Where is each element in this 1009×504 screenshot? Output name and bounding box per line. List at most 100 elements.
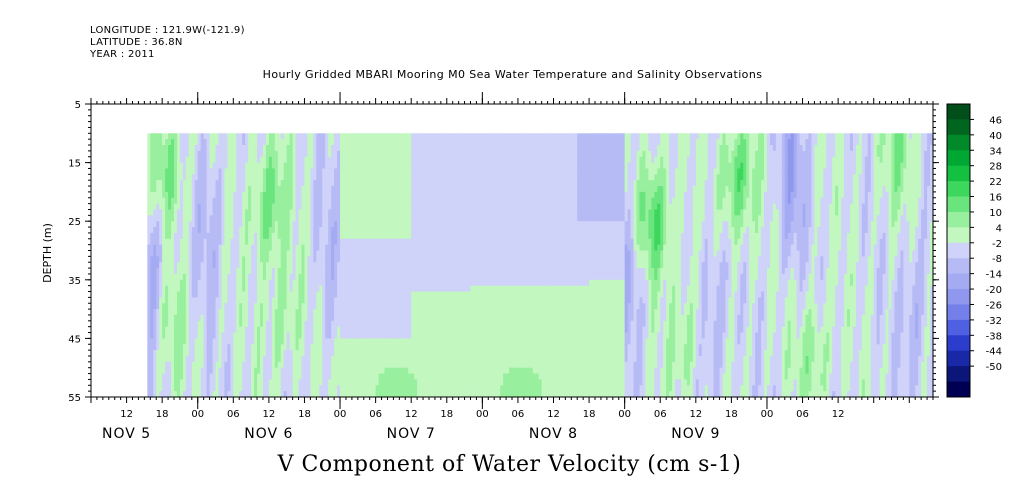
heatmap-cell [334,268,338,275]
heatmap-cell [212,150,217,158]
heatmap-cell [165,355,169,363]
heatmap-cell [179,279,184,287]
heatmap-cell [440,186,445,193]
heatmap-cell [182,244,187,252]
heatmap-cell [304,355,309,363]
heatmap-cell [351,232,356,240]
heatmap-cell [414,209,418,216]
heatmap-cell [159,344,163,351]
heatmap-cell [313,326,317,334]
heatmap-cell [301,186,306,193]
heatmap-cell [328,168,332,175]
heatmap-cell [277,391,282,398]
heatmap-cell [322,168,326,175]
heatmap-cell [434,279,439,287]
heatmap-cell [337,344,341,351]
heatmap-cell [274,186,279,193]
heatmap-cell [464,162,469,170]
heatmap-cell [399,355,403,363]
heatmap-cell [325,361,329,369]
heatmap-cell [473,156,478,164]
heatmap-cell [301,332,306,339]
heatmap-cell [343,156,347,164]
heatmap-cell [227,379,231,386]
heatmap-cell [259,221,264,228]
heatmap-cell [194,232,199,240]
heatmap-cell [221,361,226,369]
heatmap-cell [313,174,317,181]
heatmap-cell [446,262,451,269]
heatmap-cell [254,279,258,287]
heatmap-cell [443,262,448,269]
heatmap-cell [277,379,282,386]
heatmap-cell [221,379,226,386]
heatmap-cell [399,238,403,246]
heatmap-cell [357,145,362,152]
heatmap-cell [280,291,285,298]
heatmap-cell [458,244,463,252]
heatmap-cell [357,209,362,216]
heatmap-cell [268,238,273,246]
heatmap-cell [171,227,175,234]
heatmap-cell [384,314,389,322]
heatmap-cell [197,203,202,211]
heatmap-cell [322,361,326,369]
heatmap-cell [357,361,362,369]
heatmap-cell [384,238,389,246]
heatmap-cell [206,355,211,363]
heatmap-cell [257,145,261,152]
heatmap-cell [461,273,466,281]
heatmap-cell [168,174,172,181]
heatmap-cell [153,250,157,257]
heatmap-cell [165,285,169,293]
heatmap-cell [147,139,151,146]
heatmap-cell [360,262,365,269]
heatmap-cell [417,285,421,293]
heatmap-cell [437,133,442,140]
heatmap-cell [188,314,193,322]
heatmap-cell [179,338,184,345]
heatmap-cell [470,344,475,351]
heatmap-cell [348,168,353,175]
heatmap-cell [203,215,208,222]
heatmap-cell [277,338,282,345]
heatmap-cell [434,297,439,304]
heatmap-cell [174,250,178,257]
heatmap-cell [233,285,237,293]
heatmap-cell [268,256,273,263]
heatmap-cell [357,367,362,375]
heatmap-cell [274,139,279,146]
heatmap-cell [147,186,151,193]
heatmap-cell [245,197,249,205]
heatmap-cell [182,250,187,257]
heatmap-cell [224,379,228,386]
heatmap-cell [322,156,326,164]
heatmap-cell [437,373,442,381]
heatmap-cell [179,391,184,398]
heatmap-cell [310,227,314,234]
heatmap-cell [443,168,448,175]
heatmap-cell [277,314,282,322]
heatmap-cell [150,320,154,328]
heatmap-cell [319,367,323,375]
heatmap-cell [470,338,475,345]
heatmap-cell [387,314,392,322]
heatmap-cell [224,338,228,345]
heatmap-cell [348,268,353,275]
heatmap-cell [274,162,279,170]
heatmap-cell [378,186,383,193]
heatmap-cell [156,385,160,392]
heatmap-cell [215,338,220,345]
heatmap-cell [310,291,314,298]
heatmap-cell [458,256,463,263]
heatmap-cell [254,256,258,263]
heatmap-cell [328,303,332,310]
heatmap-cell [257,273,261,281]
heatmap-cell [176,344,181,351]
heatmap-cell [428,367,433,375]
heatmap-cell [384,174,389,181]
heatmap-cell [348,344,353,351]
heatmap-cell [203,391,208,398]
heatmap-cell [221,221,226,228]
heatmap-cell [399,262,403,269]
